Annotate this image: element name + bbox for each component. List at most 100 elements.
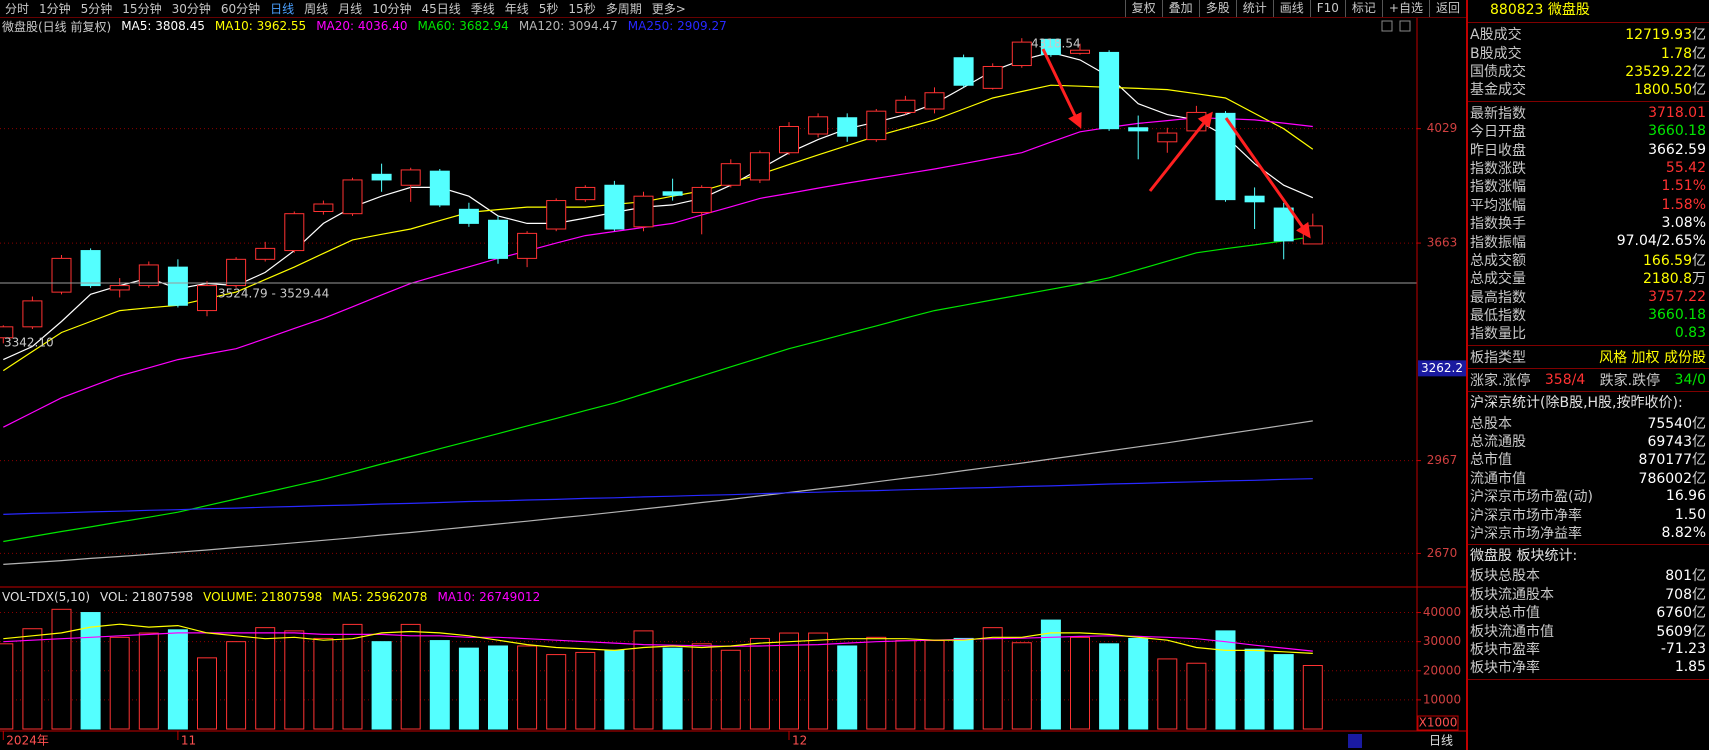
info-row: 总市值 870177亿: [1468, 450, 1709, 468]
period-tab[interactable]: 季线: [470, 2, 495, 16]
candle-body: [604, 184, 625, 230]
period-tab[interactable]: 多周期: [605, 2, 642, 16]
info-row: 今日开盘 3660.18: [1468, 122, 1709, 140]
period-tab[interactable]: 周线: [304, 2, 329, 16]
volume-bar: [138, 632, 159, 730]
info-value: 1.50: [1674, 506, 1706, 523]
period-tab[interactable]: 60分钟: [220, 2, 261, 16]
period-tab[interactable]: 月线: [338, 2, 363, 16]
range-annotation: 3524.79 - 3529.44: [218, 287, 329, 301]
candle-body: [371, 173, 392, 181]
info-unit: 亿: [1692, 82, 1706, 99]
volume-bar: [400, 623, 421, 730]
info-value: 6760: [1656, 605, 1692, 622]
info-value: 1.51%: [1661, 178, 1706, 195]
scroll-box[interactable]: [1348, 734, 1362, 748]
info-row: 板块流通市值 5609亿: [1468, 621, 1709, 640]
toolbar-button[interactable]: 返回: [1428, 0, 1466, 17]
info-unit: 亿: [1692, 45, 1706, 62]
info-value: -71.23: [1660, 640, 1706, 657]
info-value: 8.82%: [1661, 524, 1706, 541]
info-value-wrap: 12719.93亿: [1625, 24, 1706, 44]
period-tab[interactable]: 10分钟: [372, 2, 412, 16]
ma-line: [2, 84, 1314, 372]
candle-body: [400, 169, 421, 186]
y-tick-label: 4029: [1427, 121, 1458, 135]
info-label: 指数量比: [1470, 326, 1526, 343]
volume-bar: [109, 636, 130, 730]
info-unit: 亿: [1692, 63, 1706, 80]
info-label: 平均涨幅: [1470, 197, 1526, 214]
info-value: 2180.8: [1643, 271, 1692, 288]
toolbar-button[interactable]: 统计: [1235, 0, 1273, 17]
info-value: 16.96: [1665, 488, 1706, 505]
volume-bar: [313, 637, 334, 730]
period-tab[interactable]: 5秒: [538, 2, 559, 16]
period-tab[interactable]: 15秒: [568, 2, 596, 16]
info-row: 指数涨跌 55.42: [1468, 159, 1709, 177]
y-tick-label: 40000: [1423, 605, 1461, 619]
period-tab[interactable]: 年线: [504, 2, 529, 16]
info-label: 板块市净率: [1470, 660, 1540, 677]
section-heading: 微盘股 板块统计:: [1470, 548, 1578, 565]
candle-body: [1011, 41, 1032, 67]
info-value-wrap: 23529.22亿: [1625, 61, 1706, 81]
candle-body: [517, 232, 538, 259]
period-tab[interactable]: 分时: [5, 2, 30, 16]
section-heading: 沪深京统计(除B股,H股,按昨收价):: [1470, 395, 1683, 412]
info-label: 最高指数: [1470, 289, 1526, 306]
candle-body: [1070, 49, 1090, 54]
info-value-wrap: 3718.01: [1648, 105, 1706, 121]
volume-bar: [22, 628, 43, 730]
info-value-wrap: 3660.18: [1648, 123, 1706, 139]
toolbar-button[interactable]: +自选: [1381, 0, 1429, 17]
candle-body: [808, 116, 829, 135]
volume-bar: [866, 636, 887, 730]
period-tab[interactable]: 日线: [270, 2, 295, 16]
period-tab[interactable]: 30分钟: [171, 2, 211, 16]
volume-bar: [779, 632, 799, 730]
period-tab[interactable]: 更多>: [651, 2, 686, 16]
toolbar-button[interactable]: 画线: [1272, 0, 1310, 17]
period-tab[interactable]: 5分钟: [80, 2, 113, 16]
candle-body: [953, 57, 974, 86]
toolbar-button[interactable]: 复权: [1124, 0, 1162, 17]
toolbar-button[interactable]: F10: [1309, 0, 1345, 17]
info-unit: 亿: [1692, 586, 1706, 603]
period-tab[interactable]: 15分钟: [122, 2, 162, 16]
info-value-wrap: 3662.59: [1648, 142, 1706, 158]
volume-bar: [953, 637, 974, 730]
info-row: 平均涨幅 1.58%: [1468, 196, 1709, 214]
info-value: 3718.01: [1648, 104, 1706, 121]
volume-bar: [575, 651, 596, 730]
info-label: 总流通股: [1470, 434, 1526, 451]
panel-section: A股成交 12719.93亿 B股成交 1.78亿 国债成交 23529.22亿 基金成交 1…: [1468, 23, 1709, 102]
info-value: 786002: [1638, 470, 1692, 487]
icon[interactable]: [1381, 20, 1393, 32]
candle-body: [866, 110, 887, 141]
info-value-wrap: 1.51%: [1662, 178, 1706, 194]
info-value: 166.59: [1643, 252, 1692, 269]
period-tab[interactable]: 1分钟: [39, 2, 71, 16]
period-tab[interactable]: 45日线: [421, 2, 461, 16]
toolbar-button[interactable]: 多股: [1198, 0, 1236, 17]
arrow: [1041, 48, 1082, 129]
volume-bar: [429, 640, 450, 730]
info-value-wrap: 166.59亿: [1643, 250, 1706, 270]
info-row: 最低指数 3660.18: [1468, 306, 1709, 324]
info-value-wrap: 风格 加权 成份股: [1599, 347, 1706, 367]
info-row: 总流通股 69743亿: [1468, 432, 1709, 450]
candle-body: [633, 195, 654, 228]
info-value-wrap: 708亿: [1665, 584, 1706, 604]
icon[interactable]: [1399, 20, 1411, 32]
toolbar-button[interactable]: 标记: [1344, 0, 1382, 17]
volume-bar: [1070, 636, 1090, 730]
toolbar-button[interactable]: 叠加: [1161, 0, 1199, 17]
volume-bar: [226, 641, 247, 730]
info-value-wrap: 1800.50亿: [1634, 79, 1706, 99]
info-row: 总股本 75540亿: [1468, 413, 1709, 432]
info-value-wrap: 870177亿: [1639, 449, 1706, 469]
candle-body: [429, 170, 450, 206]
chart-title: VOL-TDX(5,10): [2, 590, 91, 604]
